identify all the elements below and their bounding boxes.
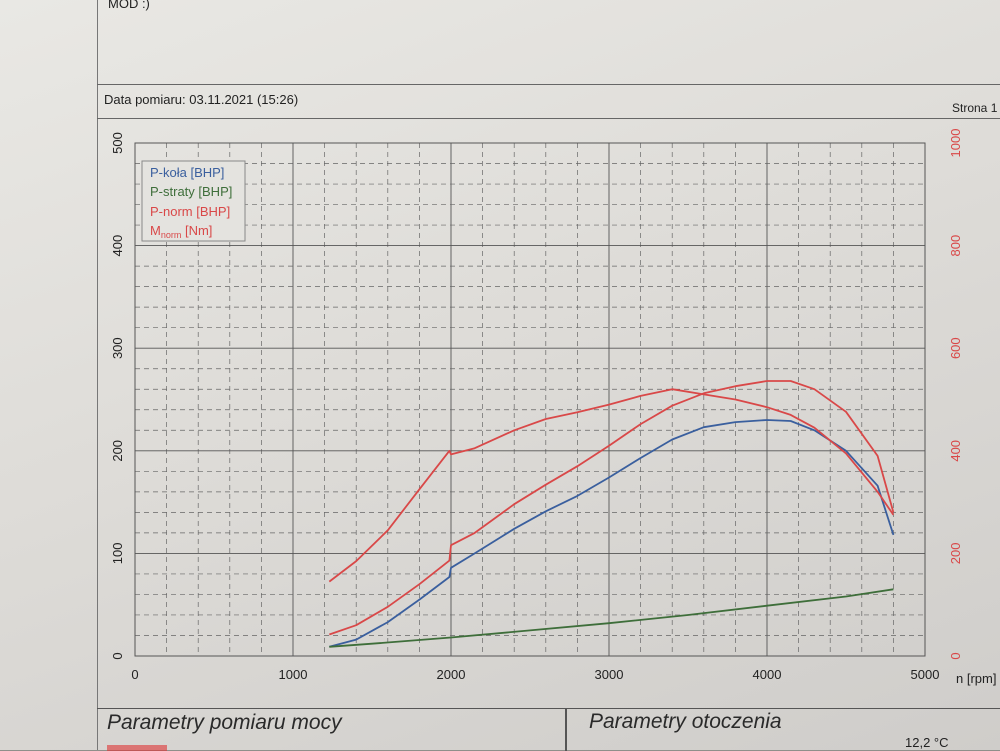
chart-series (328, 380, 895, 648)
y-right-tick-label: 1000 (948, 129, 963, 158)
y-left-tick-label: 100 (110, 543, 125, 565)
divider-chart (97, 118, 1000, 119)
red-marker (107, 745, 167, 751)
report-frame (97, 0, 1000, 750)
measurement-date: Data pomiaru: 03.11.2021 (15:26) (104, 92, 299, 107)
x-tick-label: 1000 (279, 667, 308, 682)
series-m-norm-line (328, 388, 895, 583)
legend-p-kola: P-koła [BHP] (150, 165, 224, 180)
divider-top (97, 84, 1000, 85)
chart-ticks: 0 1000 2000 3000 4000 50000100200300400500020… (110, 129, 963, 682)
x-tick-label: 4000 (753, 667, 782, 682)
y-right-tick-label: 0 (948, 652, 963, 659)
legend-p-norm: P-norm [BHP] (150, 204, 230, 219)
x-tick-label: 2000 (437, 667, 466, 682)
ambient-temperature-value: 12,2 °C (905, 735, 949, 750)
series-p-straty-line (329, 588, 894, 648)
y-left-tick-label: 400 (110, 235, 125, 257)
parameters-section: Parametry pomiaru mocy Parametry otoczen… (97, 708, 1000, 751)
y-right-tick-label: 800 (948, 235, 963, 257)
page-label: Strona 1 (952, 101, 998, 115)
y-right-tick-label: 400 (948, 440, 963, 462)
ambient-parameters-title: Parametry otoczenia (589, 710, 782, 733)
chart-legend: P-koła [BHP] P-straty [BHP] P-norm [BHP]… (141, 160, 246, 242)
legend-box (141, 160, 246, 242)
y-left-tick-label: 500 (110, 132, 125, 154)
x-tick-label: 5000 (911, 667, 940, 682)
series-p-norm-line (329, 380, 895, 636)
x-tick-label: 3000 (595, 667, 624, 682)
power-parameters-title: Parametry pomiaru mocy (107, 711, 342, 734)
y-right-tick-label: 600 (948, 337, 963, 359)
x-tick-label: 0 (131, 667, 138, 682)
y-right-tick-label: 200 (948, 543, 963, 565)
y-left-tick-label: 200 (110, 440, 125, 462)
chart-grid (134, 142, 926, 657)
legend-m-norm: Mnorm [Nm] (150, 223, 212, 240)
legend-p-straty: P-straty [BHP] (150, 184, 232, 199)
parameters-divider (565, 709, 567, 751)
y-left-tick-label: 0 (110, 652, 125, 659)
plot-border (134, 142, 926, 657)
mod-label: MOD :) (108, 0, 150, 11)
series-p-kola-line (329, 419, 895, 648)
y-left-tick-label: 300 (110, 337, 125, 359)
x-axis-label: n [rpm] (956, 671, 996, 686)
